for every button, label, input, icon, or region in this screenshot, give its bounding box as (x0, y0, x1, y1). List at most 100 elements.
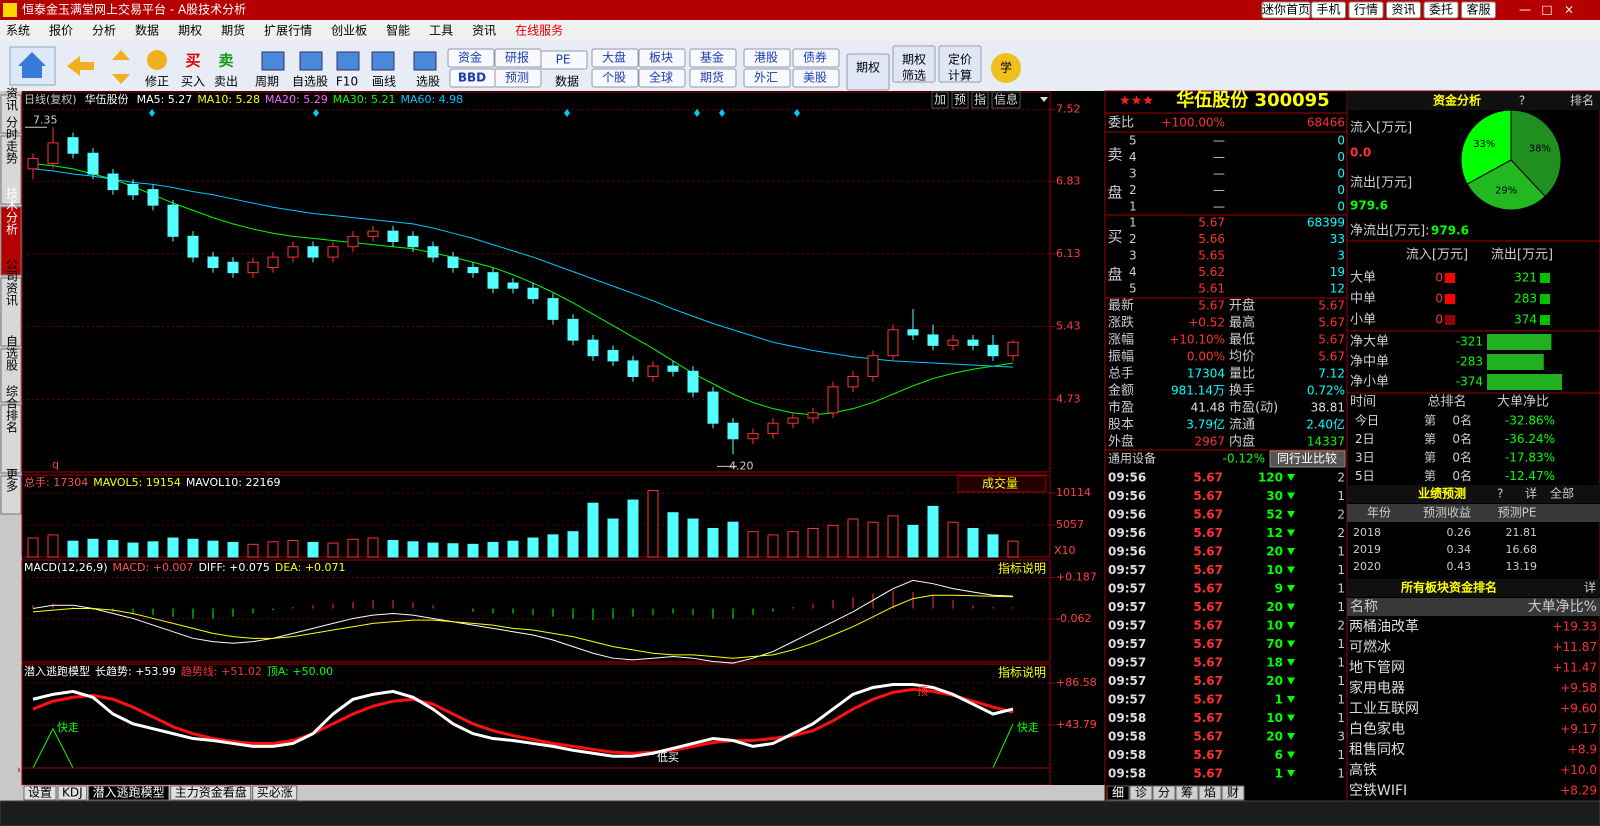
chart-tab[interactable]: KDJ (62, 786, 83, 800)
window-control[interactable]: □ (1541, 3, 1552, 17)
tool-button-bg (540, 50, 588, 70)
tool-button[interactable]: 卖出 (214, 75, 238, 89)
sector-name[interactable]: 工业互联网 (1349, 701, 1419, 717)
tool-button[interactable]: 研报 (505, 50, 529, 65)
tool-button[interactable]: 数据 (555, 74, 579, 89)
title-button[interactable]: 资讯 (1391, 3, 1415, 17)
menu-item[interactable]: 系统 (6, 24, 30, 38)
tool-button[interactable]: 期权 (902, 53, 926, 67)
chart-tab[interactable]: 潜入逃跑模型 (93, 786, 165, 800)
help-button[interactable]: ? (1519, 94, 1525, 108)
side-tab[interactable]: 更多 (5, 468, 19, 493)
quote-tab[interactable]: 细 (1112, 786, 1124, 800)
menu-item[interactable]: 在线服务 (515, 23, 563, 38)
chart-button[interactable]: 预 (954, 93, 966, 107)
quote-tab[interactable]: 诊 (1135, 786, 1147, 800)
tick-price: 5.67 (1193, 545, 1223, 559)
tool-button[interactable]: 筛选 (902, 68, 926, 83)
tool-button[interactable]: 预测 (505, 71, 529, 85)
menu-item[interactable]: 扩展行情 (264, 24, 312, 38)
tool-button-bg (938, 45, 982, 83)
chart-button[interactable]: 指 (974, 92, 986, 107)
tool-button[interactable]: 港股 (754, 51, 778, 65)
chart-tab[interactable]: 主力资金看盘 (175, 785, 247, 800)
tool-button[interactable]: BBD (458, 71, 486, 85)
tool-button[interactable]: 美股 (803, 71, 827, 85)
side-tab[interactable]: 公司资讯 (5, 258, 19, 307)
menu-item[interactable]: 智能 (386, 23, 410, 38)
sector-name[interactable]: 两桶油改革 (1349, 619, 1419, 635)
tool-button[interactable]: 基金 (700, 50, 724, 65)
title-button[interactable]: 客服 (1466, 2, 1490, 17)
panel-button[interactable]: 详 (1525, 486, 1537, 501)
tool-button[interactable]: F10 (336, 75, 358, 89)
indicator-select[interactable]: 成交量 (982, 476, 1018, 491)
panel-button[interactable]: 详 (1584, 580, 1596, 595)
side-tab[interactable]: 资讯 (5, 87, 19, 112)
tool-button[interactable]: 计算 (948, 68, 972, 83)
title-button[interactable]: 委托 (1429, 3, 1453, 17)
sector-name[interactable]: 租售同权 (1349, 742, 1405, 758)
tool-button[interactable]: 全球 (649, 70, 673, 85)
tool-button[interactable]: 期货 (700, 70, 724, 85)
tool-button[interactable]: 学 (1000, 60, 1012, 75)
tool-button[interactable]: 外汇 (754, 71, 778, 85)
sector-name[interactable]: 家用电器 (1349, 680, 1405, 697)
window-control[interactable]: — (1519, 3, 1531, 17)
chart-tab[interactable]: 设置 (28, 786, 52, 800)
quote-tab[interactable]: 筹 (1181, 786, 1193, 800)
side-tab[interactable]: 综合排名 (5, 385, 19, 433)
tool-button[interactable]: 买入 (181, 75, 205, 89)
rank-button[interactable]: 排名 (1570, 93, 1594, 108)
tool-button[interactable]: 选股 (416, 75, 440, 89)
title-button[interactable]: 迷你首页 (1262, 3, 1310, 17)
tool-button[interactable]: PE (556, 53, 571, 67)
title-button[interactable]: 手机 (1316, 3, 1340, 17)
tool-button[interactable]: 自选股 (292, 75, 328, 89)
menu-item[interactable]: 资讯 (472, 24, 496, 38)
indicator-help[interactable]: 指标说明 (998, 561, 1046, 576)
menu-item[interactable]: 分析 (92, 24, 116, 38)
menu-item[interactable]: 期权 (178, 24, 202, 38)
title-button[interactable]: 行情 (1354, 3, 1378, 17)
tool-button[interactable]: 定价 (948, 52, 972, 67)
sector-name[interactable]: 可燃冰 (1349, 639, 1391, 656)
sell-icon[interactable]: 卖 (218, 52, 233, 70)
tool-button[interactable]: 修正 (145, 74, 169, 89)
side-tab[interactable]: 技术分析 (5, 187, 19, 236)
quote-tab[interactable]: 焰 (1204, 785, 1216, 800)
tool-button[interactable]: 大盘 (602, 50, 626, 65)
candle-body (927, 334, 939, 346)
chart-button[interactable]: 加 (934, 93, 946, 107)
tool-button[interactable]: 周期 (255, 75, 279, 89)
tool-button[interactable]: 债券 (803, 50, 827, 65)
panel-button[interactable]: 全部 (1550, 486, 1574, 501)
buy-icon[interactable]: 买 (185, 52, 200, 70)
tool-button[interactable]: 个股 (602, 71, 626, 85)
tool-button-bg (892, 45, 936, 83)
tool-button[interactable]: 期权 (856, 61, 880, 75)
sector-name[interactable]: 白色家电 (1349, 721, 1405, 738)
sector-name[interactable]: 高铁 (1349, 762, 1377, 779)
quote-tab[interactable]: 分 (1158, 786, 1170, 800)
tool-button[interactable]: 板块 (649, 51, 673, 65)
menu-item[interactable]: 期货 (221, 23, 245, 38)
sector-name[interactable]: 空铁WIFI (1349, 783, 1407, 799)
chart-tab[interactable]: 买必涨 (257, 785, 293, 800)
side-tab[interactable]: 分时走势 (5, 116, 19, 164)
tool-button[interactable]: 资金 (458, 50, 482, 65)
menu-item[interactable]: 数据 (135, 23, 159, 38)
menu-item[interactable]: 创业板 (331, 24, 367, 38)
menu-item[interactable]: 报价 (49, 23, 73, 38)
chart-button[interactable]: 信息 (994, 92, 1018, 107)
tool-button[interactable]: 画线 (372, 75, 396, 89)
quote-tab[interactable]: 财 (1227, 786, 1239, 800)
side-tab[interactable]: 自选股 (5, 335, 19, 372)
window-control[interactable]: × (1564, 3, 1574, 17)
candle-body (327, 246, 339, 258)
menu-item[interactable]: 工具 (429, 24, 453, 38)
sector-name[interactable]: 地下管网 (1349, 660, 1405, 676)
indicator-help[interactable]: 指标说明 (998, 665, 1046, 680)
panel-button[interactable]: ? (1497, 487, 1503, 501)
compare-button[interactable]: 同行业比较 (1277, 451, 1337, 466)
